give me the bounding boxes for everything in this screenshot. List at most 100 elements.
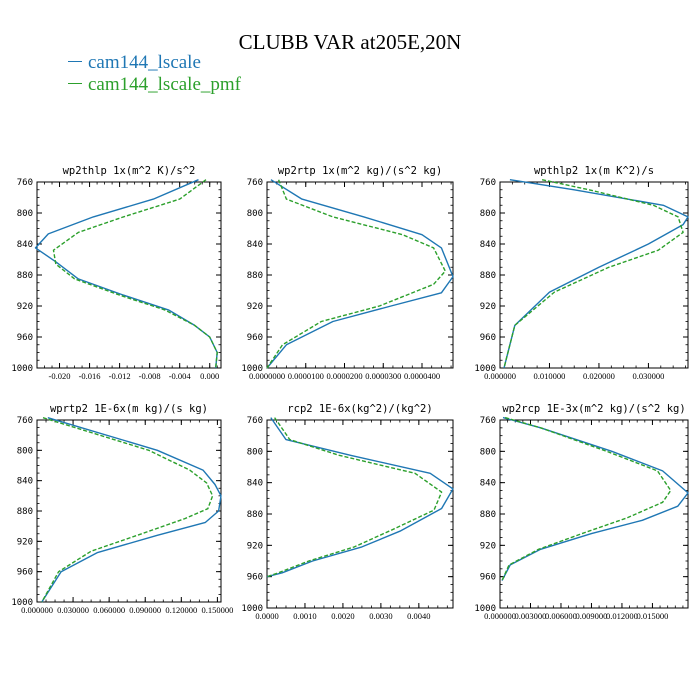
chart-title: wp2rcp 1E-3x(m^2 kg)/(s^2 kg)	[502, 403, 685, 415]
y-tick-label: 840	[17, 240, 33, 250]
x-tick-label: 0.0000	[255, 611, 278, 621]
x-tick-label: 0.012000	[606, 611, 638, 621]
y-tick-label: 800	[480, 447, 496, 457]
x-tick-label: 0.0030	[369, 611, 392, 621]
chart-panel: wp2thlp 1x(m^2 K)/s^2 760 800 840 880 920 960 1…	[11, 165, 222, 381]
y-tick-label: 1000	[241, 604, 263, 614]
x-tick-label: 0.120000	[165, 605, 197, 615]
plot-frame	[499, 181, 689, 369]
x-tick-label: 0.0020	[331, 611, 354, 621]
x-tick-label: 0.000000	[484, 611, 516, 621]
series-line	[41, 417, 222, 603]
x-tick-label: 0.009000	[576, 611, 608, 621]
y-tick-label: 920	[480, 541, 496, 551]
y-tick-label: 1000	[474, 364, 496, 374]
x-tick-label: -0.016	[79, 371, 101, 381]
y-tick-label: 960	[480, 573, 496, 583]
y-tick-label: 920	[247, 302, 263, 312]
y-tick-label: 960	[17, 568, 33, 578]
y-tick-label: 840	[17, 477, 33, 487]
y-tick-label: 920	[247, 541, 263, 551]
chart-title: rcp2 1E-6x(kg^2)/(kg^2)	[287, 403, 432, 415]
series-line	[41, 417, 214, 603]
x-tick-label: 0.0000200	[326, 371, 362, 381]
y-tick-label: 840	[247, 479, 263, 489]
y-tick-label: 840	[480, 240, 496, 250]
x-tick-label: 0.0000300	[365, 371, 401, 381]
y-tick-label: 880	[247, 510, 263, 520]
y-tick-label: 1000	[11, 364, 33, 374]
x-tick-label: 0.0010	[293, 611, 316, 621]
y-tick-label: 880	[17, 271, 33, 281]
y-tick-label: 760	[480, 416, 496, 426]
y-tick-label: 800	[17, 446, 33, 456]
x-tick-label: 0.060000	[93, 605, 125, 615]
x-tick-label: 0.006000	[545, 611, 577, 621]
y-tick-label: 760	[247, 178, 263, 188]
x-tick-label: 0.150000	[201, 605, 233, 615]
y-tick-label: 920	[17, 302, 33, 312]
y-tick-label: 880	[247, 271, 263, 281]
legend-item-lscale: cam144_lscale	[68, 52, 201, 74]
y-tick-label: 1000	[474, 604, 496, 614]
series-line	[501, 416, 689, 581]
x-tick-label: 0.000000	[484, 371, 516, 381]
x-tick-label: 0.0000400	[404, 371, 440, 381]
x-tick-label: 0.015000	[636, 611, 668, 621]
y-tick-label: 1000	[241, 364, 263, 374]
x-tick-label: -0.004	[169, 371, 192, 381]
x-tick-label: 0.000	[200, 371, 219, 381]
chart-title: wprtp2 1E-6x(m kg)/(s kg)	[50, 403, 208, 415]
y-tick-label: 960	[480, 333, 496, 343]
x-tick-label: 0.030000	[57, 605, 89, 615]
y-tick-label: 760	[17, 178, 33, 188]
x-tick-label: 0.020000	[583, 371, 615, 381]
y-tick-label: 840	[480, 479, 496, 489]
y-tick-label: 1000	[11, 598, 33, 608]
chart-title: wp2rtp 1x(m^2 kg)/(s^2 kg)	[278, 165, 442, 177]
x-tick-label: -0.008	[139, 371, 161, 381]
series-line	[52, 179, 218, 369]
chart-title: wpthlp2 1x(m K^2)/s	[534, 165, 654, 177]
x-tick-label: 0.030000	[632, 371, 664, 381]
legend-label: cam144_lscale_pmf	[88, 74, 242, 95]
y-tick-label: 760	[17, 416, 33, 426]
y-tick-label: 880	[480, 271, 496, 281]
chart-panel: wp2rcp 1E-3x(m^2 kg)/(s^2 kg) 760 800 840 88…	[474, 403, 689, 621]
series-line	[266, 417, 443, 578]
chart-panel: wp2rtp 1x(m^2 kg)/(s^2 kg) 760 800 840 880 92…	[241, 165, 454, 381]
x-tick-label: 0.0000000	[249, 371, 285, 381]
series-line	[503, 179, 684, 369]
chart-panel: wprtp2 1E-6x(m kg)/(s kg) 760 800 840 880 920…	[11, 403, 233, 615]
y-tick-label: 880	[480, 510, 496, 520]
chart-title: wp2thlp 1x(m^2 K)/s^2	[63, 165, 196, 177]
legend-line-icon	[68, 61, 82, 63]
x-tick-label: 0.003000	[515, 611, 547, 621]
x-tick-label: 0.090000	[129, 605, 161, 615]
plot-frame	[36, 419, 222, 603]
y-tick-label: 800	[247, 209, 263, 219]
legend-label: cam144_lscale	[88, 52, 201, 73]
chart-panel: wpthlp2 1x(m K^2)/s 760 800 840 880 920 960 100…	[474, 165, 689, 381]
y-tick-label: 960	[247, 333, 263, 343]
y-tick-label: 800	[480, 209, 496, 219]
x-tick-label: -0.020	[49, 371, 71, 381]
x-tick-label: 0.010000	[534, 371, 566, 381]
page-title: CLUBB VAR at205E,20N	[238, 30, 462, 54]
x-tick-label: 0.0000100	[288, 371, 324, 381]
y-tick-label: 800	[247, 447, 263, 457]
chart-panel: rcp2 1E-6x(kg^2)/(kg^2) 760 800 840 880 920 96…	[241, 403, 454, 621]
series-line	[34, 179, 218, 369]
y-tick-label: 920	[480, 302, 496, 312]
y-tick-label: 840	[247, 240, 263, 250]
series-line	[501, 416, 672, 581]
plot-frame	[36, 181, 222, 369]
legend-line-icon	[68, 83, 82, 85]
y-tick-label: 800	[17, 209, 33, 219]
y-tick-label: 960	[247, 573, 263, 583]
series-line	[266, 417, 454, 578]
series-line	[266, 179, 446, 369]
series-line	[266, 179, 454, 369]
y-tick-label: 880	[17, 507, 33, 517]
